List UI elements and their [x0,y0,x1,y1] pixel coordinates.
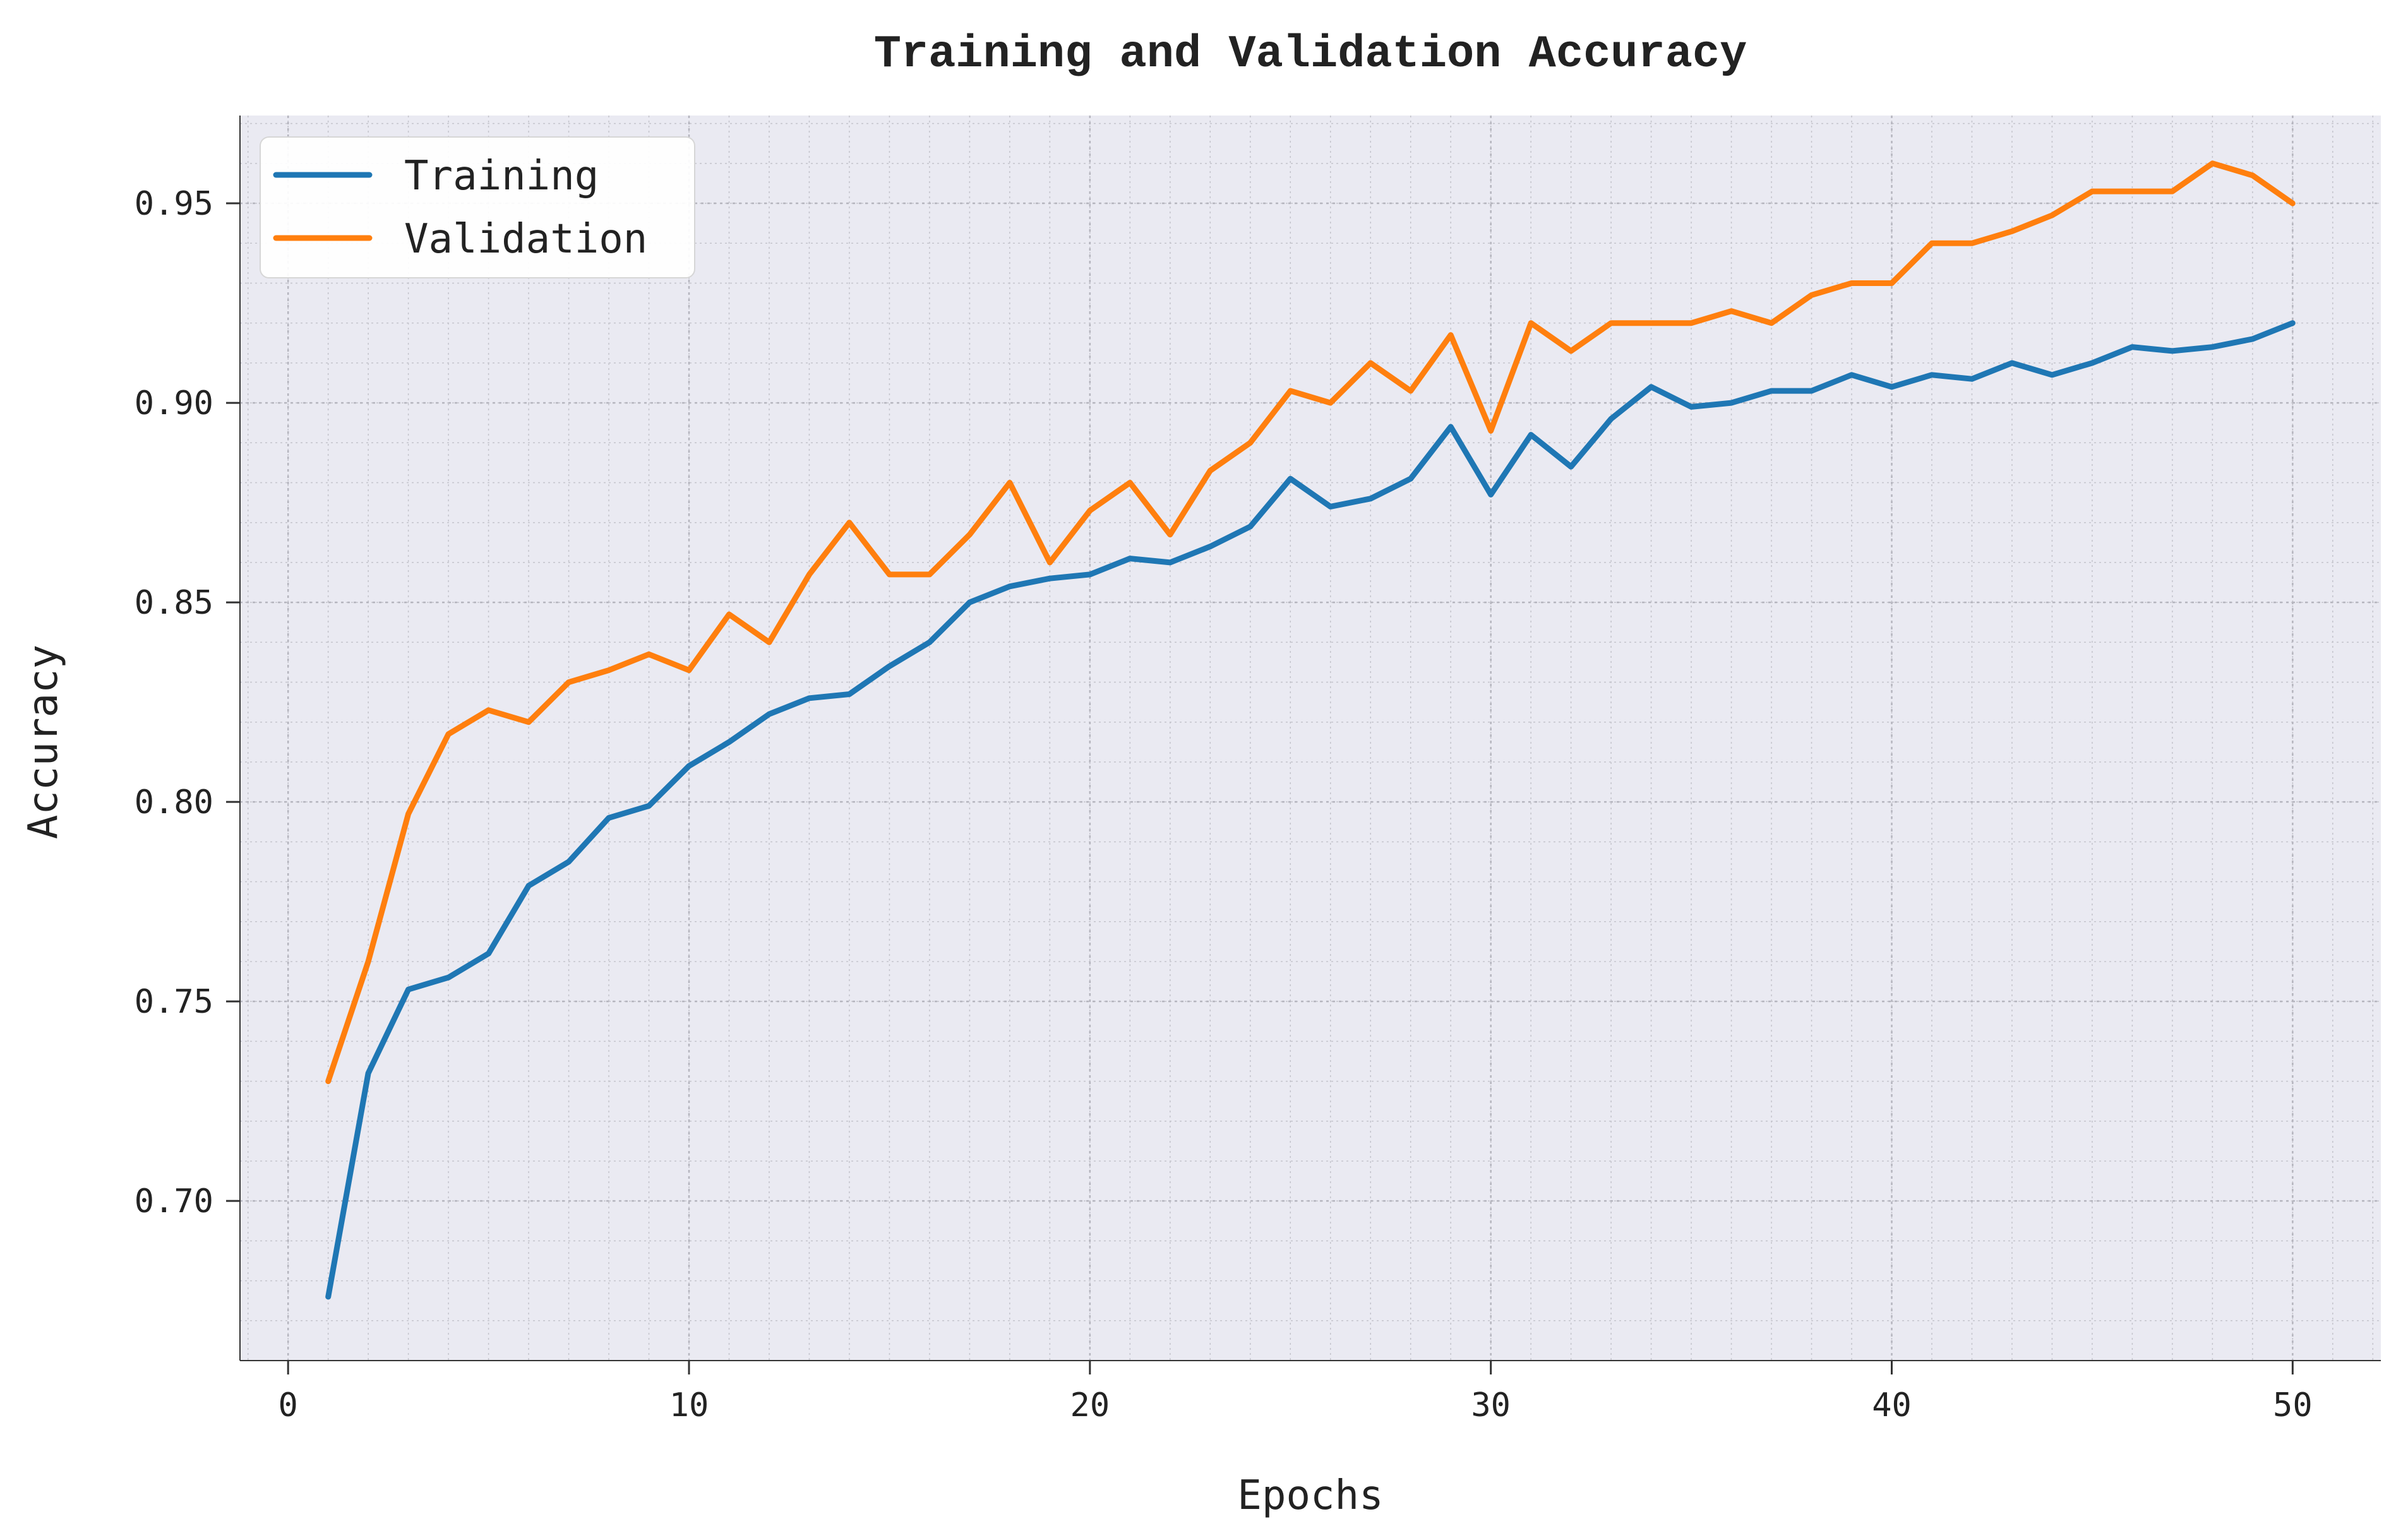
major-grid [240,116,2381,1361]
legend-label-validation: Validation [404,216,647,263]
x-tick-label: 50 [2273,1386,2313,1424]
y-tick-label: 0.70 [135,1183,213,1220]
x-axis-ticks: 0 10 20 30 40 50 [279,1361,2313,1424]
legend: Training Validation [260,136,695,278]
legend-label-training: Training [404,153,599,200]
y-tick-label: 0.85 [135,584,213,622]
y-tick-label: 0.75 [135,983,213,1021]
series-line-training [325,320,2296,1300]
x-axis-label: Epochs [1237,1472,1383,1519]
series-line-validation [325,160,2296,1085]
x-tick-label: 30 [1471,1386,1511,1424]
chart-title: Training and Validation Accuracy [874,28,1747,80]
y-axis-label: Accuracy [20,645,67,839]
x-tick-label: 40 [1872,1386,1912,1424]
y-tick-label: 0.80 [135,784,213,821]
y-tick-label: 0.95 [135,185,213,223]
plot-area [240,116,2381,1361]
y-tick-label: 0.90 [135,384,213,422]
y-axis-ticks: 0.70 0.75 0.80 0.85 0.90 0.95 [135,185,240,1220]
x-tick-label: 0 [279,1386,298,1424]
series-lines [325,160,2296,1300]
x-tick-label: 10 [669,1386,709,1424]
x-tick-label: 20 [1070,1386,1110,1424]
